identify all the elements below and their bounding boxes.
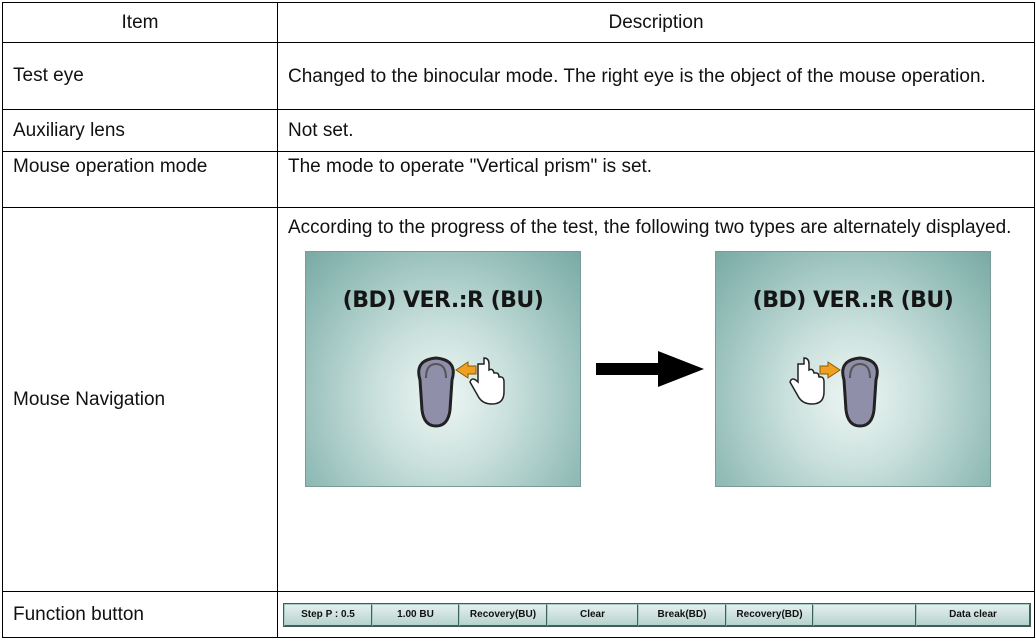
- navigation-cell: According to the progress of the test, t…: [277, 207, 1035, 592]
- panel-label: (BD) VER.:R (BU): [752, 288, 954, 313]
- arrow: [596, 351, 704, 387]
- row: Mouse Navigation According to the progre…: [2, 207, 1035, 592]
- function-button[interactable]: Recovery(BD): [726, 603, 813, 626]
- header-cell: Item: [2, 2, 278, 43]
- description-cell: Changed to the binocular mode. The right…: [277, 42, 1035, 110]
- function-button[interactable]: Clear: [547, 603, 638, 626]
- row: Function button Step P : 0.5 1.00 BU Rec…: [2, 591, 1035, 638]
- row: Auxiliary lens Not set.: [2, 109, 1035, 152]
- function-button[interactable]: Data clear: [916, 603, 1030, 626]
- function-button-cell: Step P : 0.5 1.00 BU Recovery(BU) Clear …: [277, 591, 1035, 638]
- description-cell: The mode to operate "Vertical prism" is …: [277, 151, 1035, 208]
- header-row: Item Description: [2, 2, 1035, 43]
- function-button[interactable]: Break(BD): [638, 603, 726, 626]
- header-cell: Description: [277, 2, 1035, 43]
- item-cell: Test eye: [2, 42, 278, 110]
- mouse-icon: [417, 356, 505, 428]
- description-cell: Not set.: [277, 109, 1035, 152]
- function-button[interactable]: 1.00 BU: [372, 603, 459, 626]
- item-cell: Mouse operation mode: [2, 151, 278, 208]
- row: Test eye Changed to the binocular mode. …: [2, 42, 1035, 110]
- item-cell: Auxiliary lens: [2, 109, 278, 152]
- mouse-icon: [789, 356, 879, 428]
- description-text: According to the progress of the test, t…: [288, 217, 1012, 238]
- navigation-panels: (BD) VER.:R (BU) (BD) VER.:R (BU): [288, 251, 1024, 491]
- navigation-panel: (BD) VER.:R (BU): [715, 251, 991, 487]
- function-button[interactable]: Recovery(BU): [459, 603, 547, 626]
- item-cell: Function button: [2, 591, 278, 638]
- item-cell: Mouse Navigation: [2, 207, 278, 592]
- panel-label: (BD) VER.:R (BU): [342, 288, 544, 313]
- empty-button[interactable]: [813, 603, 916, 626]
- button-bar: Step P : 0.5 1.00 BU Recovery(BU) Clear …: [283, 602, 1031, 627]
- navigation-panel: (BD) VER.:R (BU): [305, 251, 581, 487]
- function-button[interactable]: Step P : 0.5: [284, 603, 372, 626]
- row: Mouse operation mode The mode to operate…: [2, 151, 1035, 208]
